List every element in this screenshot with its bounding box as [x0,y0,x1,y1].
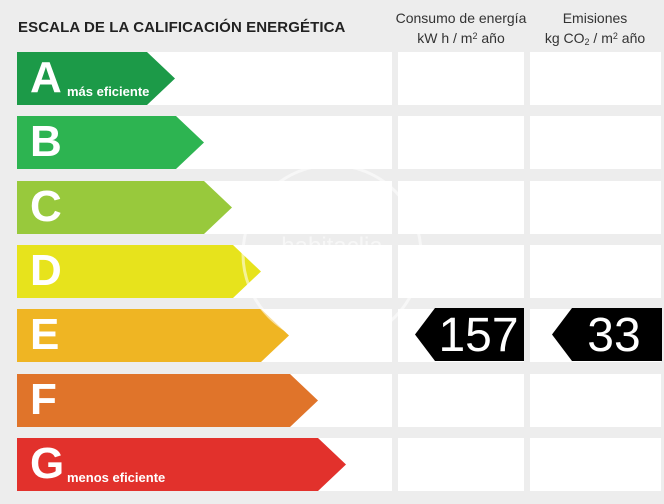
rating-letter: B [30,117,62,166]
rating-arrow-shape-b [17,116,204,169]
rating-letter: A [30,53,62,102]
row-c-emisiones-cell [530,181,661,234]
emisiones-indicator: 33 [552,308,662,362]
rating-sublabel: menos eficiente [67,470,166,485]
consumo-column-header: Consumo de energía kW h / m2 año [392,9,530,47]
consumo-header-line1: Consumo de energía [395,10,527,26]
row-f-emisiones-cell [530,374,661,427]
rating-arrow-d: D [17,245,273,298]
rating-arrow-shape-e [17,309,289,362]
row-g-consumo-cell [398,438,524,491]
rating-arrow-b: B [17,116,216,169]
rating-arrow-shape-d [17,245,261,298]
rating-arrow-shape-f [17,374,318,427]
rating-letter: F [30,375,57,424]
rating-arrow-shape-a [17,52,175,105]
row-d-emisiones-cell [530,245,661,298]
rating-letter: C [30,182,62,231]
consumo-indicator-shape [415,308,524,361]
rating-arrow-shape-g [17,438,346,491]
rating-arrow-shape-c [17,181,232,234]
habitaclia-logo-icon: habitaclia [241,163,423,345]
consumo-header-unit: kW h / m2 año [417,30,505,46]
emisiones-value: 33 [587,309,641,362]
rating-letter: G [30,439,65,488]
rating-letter: E [30,310,60,359]
row-g-emisiones-cell [530,438,661,491]
rating-arrow-e: E [17,309,301,362]
row-c-consumo-cell [398,181,524,234]
emisiones-header-line1: Emisiones [562,10,628,26]
consumo-indicator: 157 [415,308,524,362]
rating-arrow-f: F [17,374,330,427]
rating-sublabel: más eficiente [67,84,150,99]
row-a-consumo-cell [398,52,524,105]
emisiones-header-unit: kg CO2 / m2 año [544,30,646,47]
emisiones-column-header: Emisiones kg CO2 / m2 año [530,9,660,51]
rating-arrow-c: C [17,181,244,234]
rating-letter: D [30,246,62,295]
watermark-text: habitaclia [281,233,383,260]
scale-title: ESCALA DE LA CALIFICACIÓN ENERGÉTICA [18,19,346,36]
row-b-emisiones-cell [530,116,661,169]
consumo-value: 157 [438,309,519,362]
row-b-consumo-cell [398,116,524,169]
emisiones-indicator-shape [552,308,662,361]
row-f-consumo-cell [398,374,524,427]
row-a-emisiones-cell [530,52,661,105]
habitaclia-watermark: habitaclia [240,162,424,351]
